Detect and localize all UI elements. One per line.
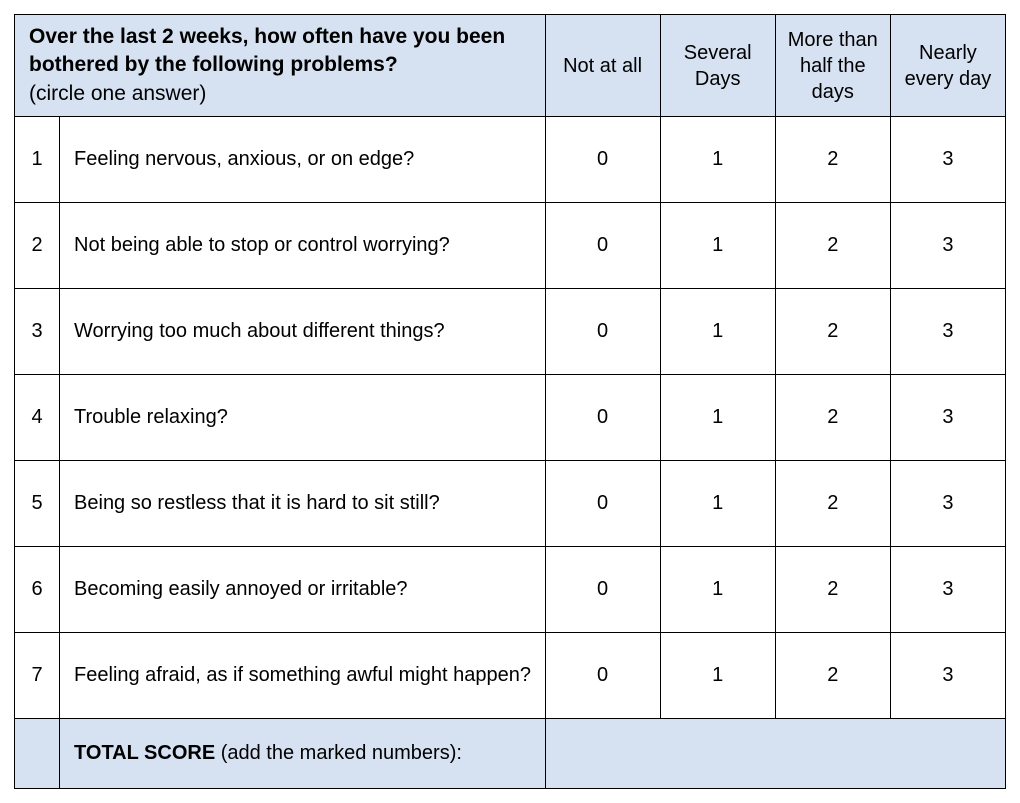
- question-number: 3: [15, 289, 60, 375]
- total-score-cell[interactable]: [545, 719, 1005, 789]
- header-option-1: Several Days: [660, 15, 775, 117]
- question-row: 3Worrying too much about different thing…: [15, 289, 1006, 375]
- question-row: 5Being so restless that it is hard to si…: [15, 461, 1006, 547]
- prompt-bold-text: Over the last 2 weeks, how often have yo…: [29, 25, 505, 76]
- header-question-prompt: Over the last 2 weeks, how often have yo…: [15, 15, 546, 117]
- question-row: 6Becoming easily annoyed or irritable?01…: [15, 547, 1006, 633]
- answer-option-3[interactable]: 3: [890, 203, 1005, 289]
- total-num-cell: [15, 719, 60, 789]
- question-row: 1Feeling nervous, anxious, or on edge?01…: [15, 117, 1006, 203]
- header-option-2: More than half the days: [775, 15, 890, 117]
- answer-option-1[interactable]: 1: [660, 117, 775, 203]
- answer-option-1[interactable]: 1: [660, 547, 775, 633]
- question-number: 6: [15, 547, 60, 633]
- answer-option-0[interactable]: 0: [545, 633, 660, 719]
- answer-option-2[interactable]: 2: [775, 547, 890, 633]
- answer-option-1[interactable]: 1: [660, 633, 775, 719]
- question-row: 4Trouble relaxing?0123: [15, 375, 1006, 461]
- answer-option-3[interactable]: 3: [890, 117, 1005, 203]
- question-row: 7Feeling afraid, as if something awful m…: [15, 633, 1006, 719]
- answer-option-1[interactable]: 1: [660, 461, 775, 547]
- answer-option-2[interactable]: 2: [775, 289, 890, 375]
- answer-option-1[interactable]: 1: [660, 203, 775, 289]
- answer-option-3[interactable]: 3: [890, 633, 1005, 719]
- total-label-bold: TOTAL SCORE: [74, 742, 215, 764]
- question-number: 1: [15, 117, 60, 203]
- answer-option-1[interactable]: 1: [660, 375, 775, 461]
- total-label-rest: (add the marked numbers):: [215, 742, 462, 764]
- header-option-3: Nearly every day: [890, 15, 1005, 117]
- question-number: 7: [15, 633, 60, 719]
- header-option-0: Not at all: [545, 15, 660, 117]
- answer-option-2[interactable]: 2: [775, 117, 890, 203]
- answer-option-0[interactable]: 0: [545, 289, 660, 375]
- answer-option-3[interactable]: 3: [890, 547, 1005, 633]
- answer-option-2[interactable]: 2: [775, 203, 890, 289]
- question-text: Becoming easily annoyed or irritable?: [60, 547, 545, 633]
- question-rows: 1Feeling nervous, anxious, or on edge?01…: [15, 117, 1006, 719]
- question-text: Feeling nervous, anxious, or on edge?: [60, 117, 545, 203]
- answer-option-2[interactable]: 2: [775, 461, 890, 547]
- question-number: 2: [15, 203, 60, 289]
- answer-option-2[interactable]: 2: [775, 375, 890, 461]
- answer-option-3[interactable]: 3: [890, 461, 1005, 547]
- answer-option-2[interactable]: 2: [775, 633, 890, 719]
- answer-option-0[interactable]: 0: [545, 117, 660, 203]
- question-text: Trouble relaxing?: [60, 375, 545, 461]
- answer-option-3[interactable]: 3: [890, 289, 1005, 375]
- answer-option-0[interactable]: 0: [545, 547, 660, 633]
- question-text: Being so restless that it is hard to sit…: [60, 461, 545, 547]
- questionnaire-table: Over the last 2 weeks, how often have yo…: [14, 14, 1006, 789]
- answer-option-0[interactable]: 0: [545, 375, 660, 461]
- total-row: TOTAL SCORE (add the marked numbers):: [15, 719, 1006, 789]
- answer-option-0[interactable]: 0: [545, 203, 660, 289]
- header-row: Over the last 2 weeks, how often have yo…: [15, 15, 1006, 117]
- answer-option-1[interactable]: 1: [660, 289, 775, 375]
- question-text: Worrying too much about different things…: [60, 289, 545, 375]
- question-row: 2Not being able to stop or control worry…: [15, 203, 1006, 289]
- total-label-cell: TOTAL SCORE (add the marked numbers):: [60, 719, 545, 789]
- question-text: Feeling afraid, as if something awful mi…: [60, 633, 545, 719]
- answer-option-0[interactable]: 0: [545, 461, 660, 547]
- question-text: Not being able to stop or control worryi…: [60, 203, 545, 289]
- question-number: 4: [15, 375, 60, 461]
- answer-option-3[interactable]: 3: [890, 375, 1005, 461]
- prompt-sub-text: (circle one answer): [29, 82, 206, 105]
- question-number: 5: [15, 461, 60, 547]
